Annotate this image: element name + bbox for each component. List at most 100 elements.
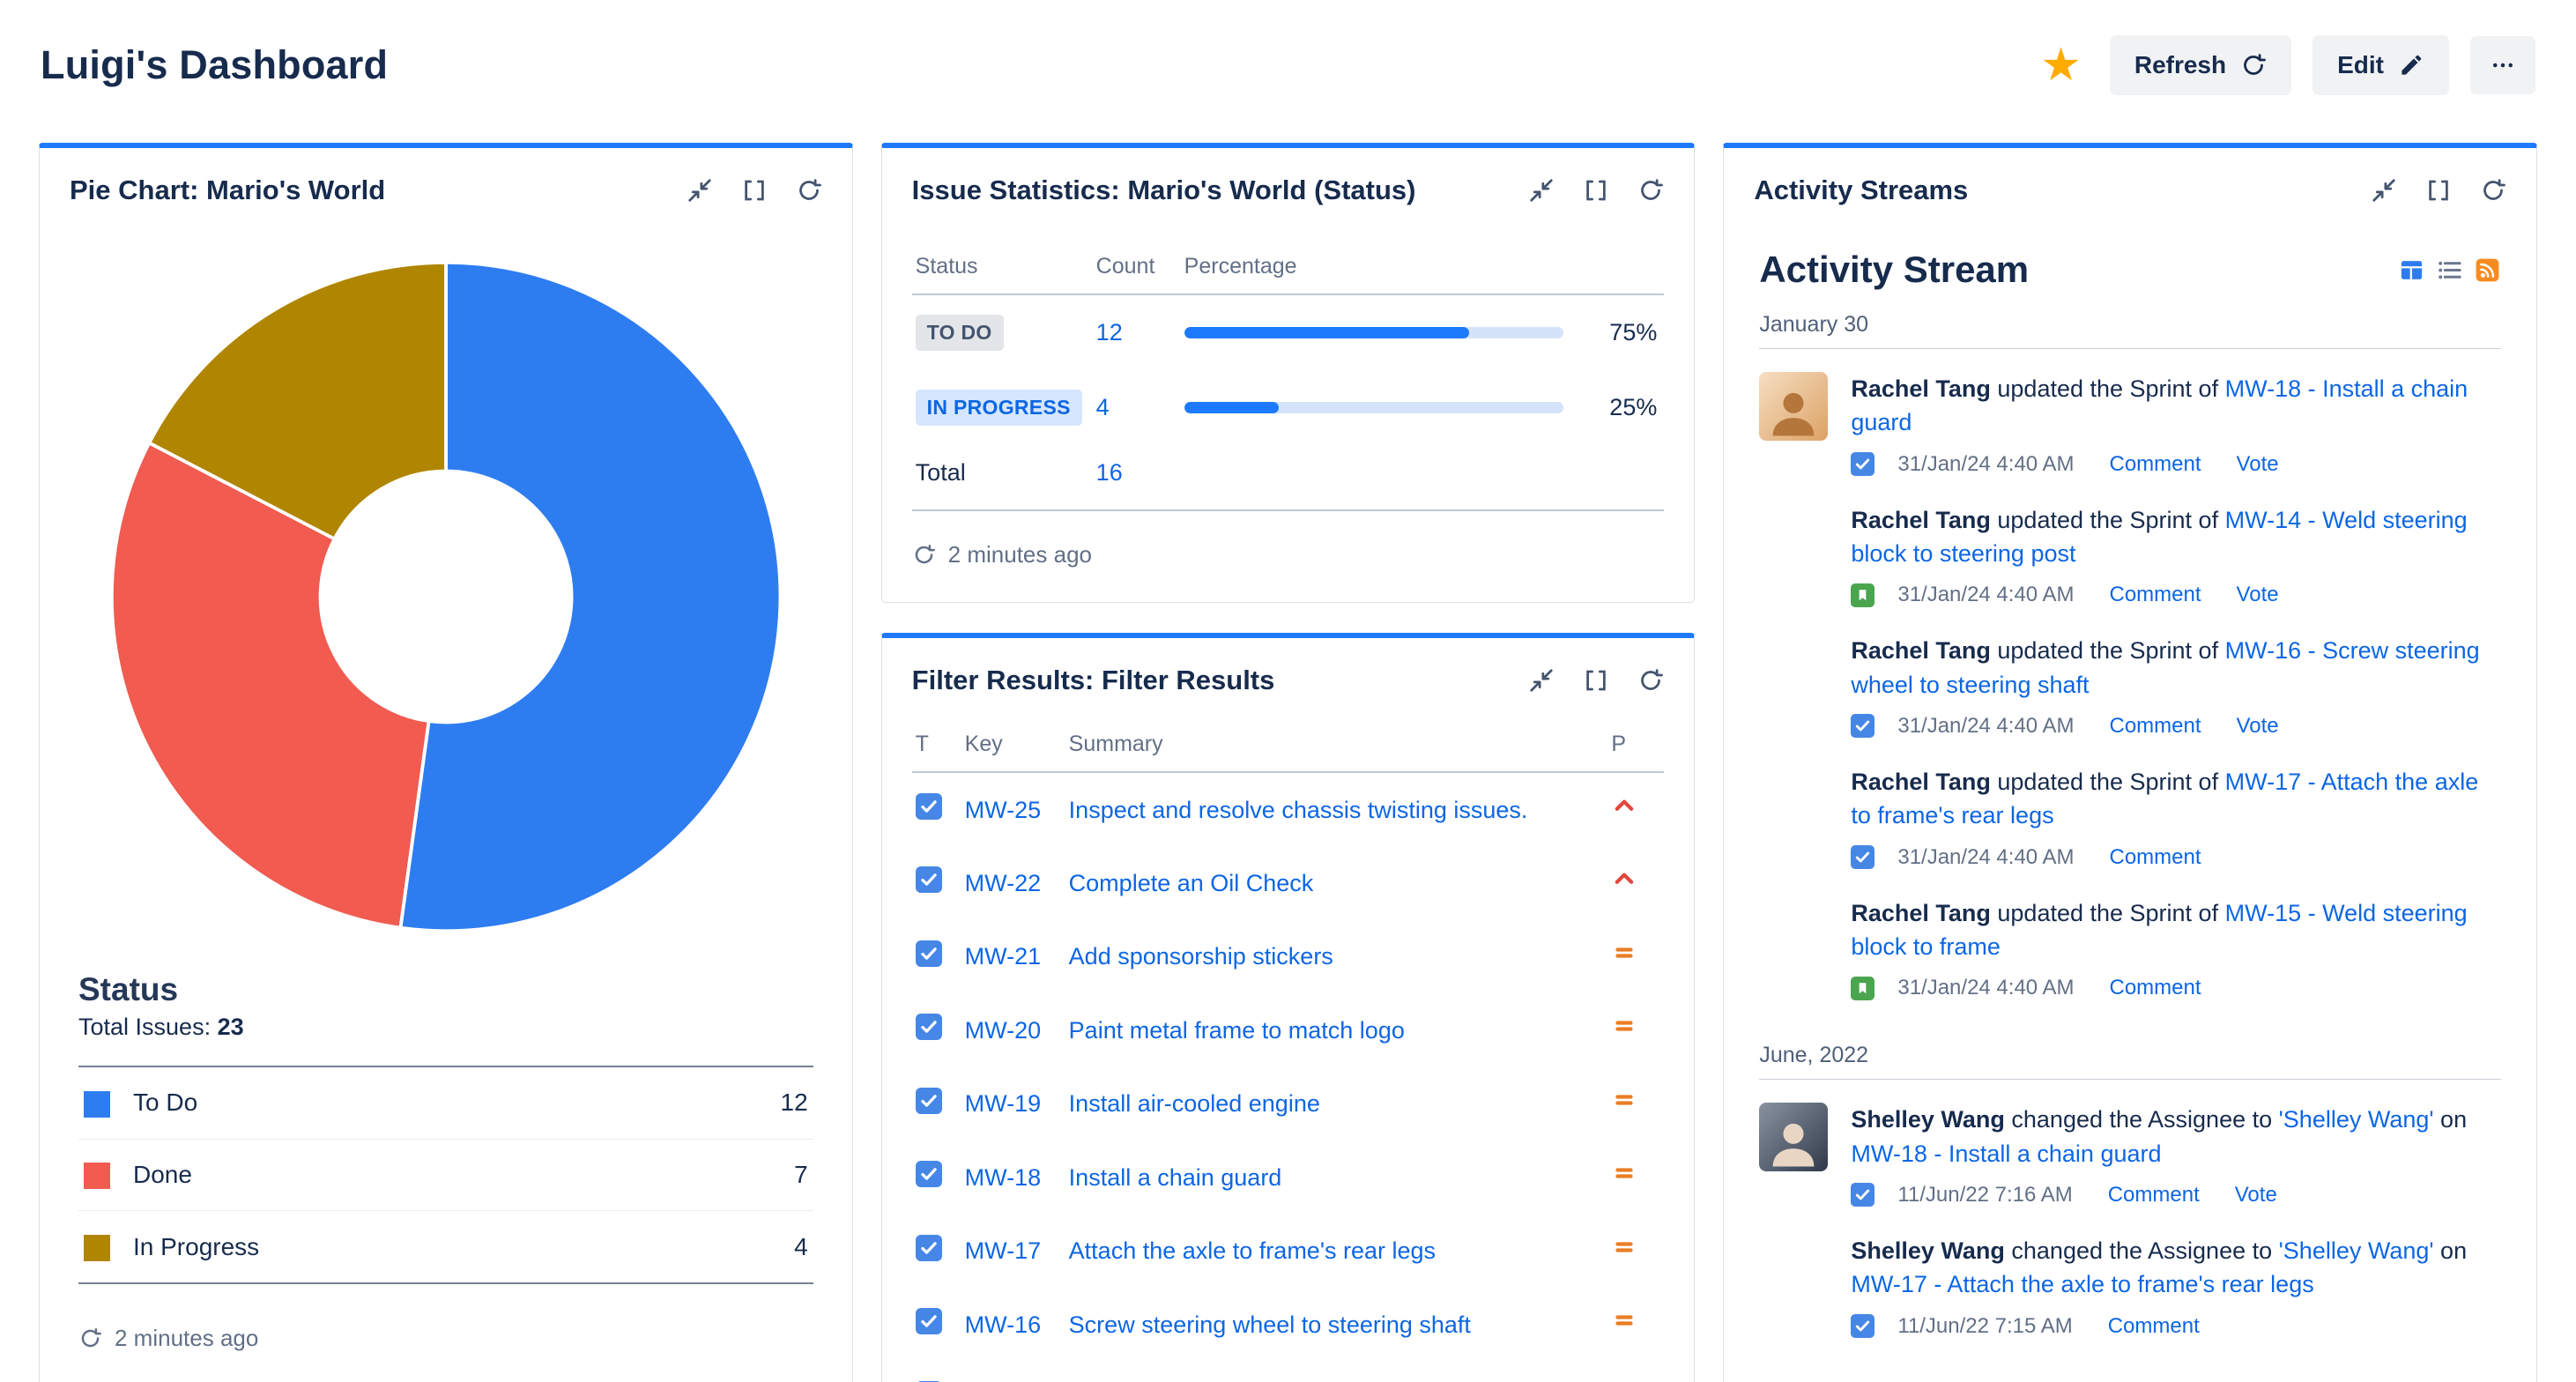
vote-link[interactable]: Vote [2234, 1182, 2277, 1207]
refresh-icon[interactable] [796, 177, 822, 204]
issue-link[interactable]: MW-18 - Install a chain guard [1851, 1140, 2162, 1167]
issue-summary-link[interactable]: Screw steering wheel to steering shaft [1068, 1311, 1471, 1338]
gadget-title: Filter Results: Filter Results [911, 665, 1275, 695]
comment-link[interactable]: Comment [2109, 713, 2201, 738]
refresh-icon[interactable] [78, 1326, 102, 1350]
refresh-icon[interactable] [912, 543, 936, 567]
issue-key-link[interactable]: MW-17 [964, 1237, 1042, 1265]
user-link[interactable]: Shelley Wang [1851, 1237, 2005, 1264]
donut-segment-done[interactable] [109, 441, 431, 930]
comment-link[interactable]: Comment [2109, 583, 2201, 607]
timestamp: 31/Jan/24 4:40 AM [1897, 451, 2075, 476]
rss-icon[interactable] [2474, 256, 2501, 284]
edit-button[interactable]: Edit [2312, 35, 2449, 95]
user-link[interactable]: Rachel Tang [1851, 637, 1991, 665]
user-link[interactable]: Rachel Tang [1851, 768, 1991, 795]
assignee-link[interactable]: 'Shelley Wang' [2278, 1106, 2434, 1133]
expand-icon[interactable] [741, 177, 768, 204]
more-button[interactable] [2470, 36, 2535, 94]
issue-key-link[interactable]: MW-22 [964, 869, 1042, 896]
list-view-icon[interactable] [2436, 256, 2463, 284]
issue-summary-link[interactable]: Complete an Oil Check [1068, 869, 1314, 896]
vote-link[interactable]: Vote [2236, 583, 2279, 607]
avatar[interactable] [1759, 372, 1829, 441]
issue-summary-link[interactable]: Install air-cooled engine [1068, 1090, 1320, 1118]
activity-entry: Rachel Tang updated the Sprint of MW-16 … [1759, 634, 2501, 739]
legend-row[interactable]: To Do 12 [78, 1066, 813, 1139]
issue-statistics-gadget: Issue Statistics: Mario's World (Status)… [880, 143, 1696, 603]
collapse-icon[interactable] [1528, 177, 1555, 204]
expand-icon[interactable] [2425, 177, 2452, 204]
legend-value: 7 [664, 1138, 813, 1211]
refresh-icon[interactable] [2480, 177, 2506, 204]
user-link[interactable]: Rachel Tang [1851, 375, 1991, 402]
issue-link[interactable]: MW-15 - Weld steering block to frame [1851, 899, 2468, 960]
issue-key-link[interactable]: MW-18 [964, 1163, 1042, 1191]
expand-icon[interactable] [1583, 177, 1609, 204]
count-link[interactable]: 12 [1095, 319, 1123, 346]
gadget-controls [687, 177, 822, 204]
issue-link[interactable]: MW-16 - Screw steering wheel to steering… [1851, 637, 2480, 698]
ellipsis-icon [2490, 52, 2516, 78]
col-header-summary: Summary [1065, 721, 1608, 773]
legend-swatch-in-progress [84, 1234, 110, 1261]
issue-key-link[interactable]: MW-20 [964, 1016, 1042, 1044]
legend-row[interactable]: In Progress 4 [78, 1210, 813, 1283]
issue-link[interactable]: MW-17 - Attach the axle to frame's rear … [1851, 1271, 2314, 1298]
percent-label: 75% [1609, 319, 1658, 346]
activity-entry: Rachel Tang updated the Sprint of MW-14 … [1759, 503, 2501, 608]
refresh-button[interactable]: Refresh [2109, 35, 2292, 95]
comment-link[interactable]: Comment [2107, 1182, 2200, 1207]
task-icon [915, 1014, 942, 1041]
comment-link[interactable]: Comment [2109, 844, 2201, 869]
filter-row: MW-25 Inspect and resolve chassis twisti… [912, 772, 1665, 846]
donut-segment-in-progress[interactable] [147, 260, 448, 541]
issue-link[interactable]: MW-18 - Install a chain guard [1851, 375, 2468, 436]
issue-link[interactable]: MW-14 - Weld steering block to steering … [1851, 506, 2468, 567]
issue-link[interactable]: MW-17 - Attach the axle to frame's rear … [1851, 768, 2479, 829]
filter-row: MW-19 Install air-cooled engine [912, 1067, 1665, 1141]
comment-link[interactable]: Comment [2109, 976, 2201, 1000]
issue-summary-link[interactable]: Add sponsorship stickers [1068, 943, 1333, 970]
activity-meta: 31/Jan/24 4:40 AM Comment [1851, 845, 2501, 870]
expand-icon[interactable] [1583, 667, 1609, 694]
issue-key-link[interactable]: MW-16 [964, 1311, 1042, 1338]
assignee-link[interactable]: 'Shelley Wang' [2278, 1237, 2434, 1264]
column-right: Activity Streams Activity Stream [1723, 143, 2538, 1382]
favorite-star-icon[interactable]: ★ [2040, 39, 2082, 92]
collapse-icon[interactable] [1528, 667, 1555, 694]
priority-medium-icon [1611, 940, 1637, 966]
user-link[interactable]: Shelley Wang [1851, 1106, 2005, 1133]
donut-segment-to-do[interactable] [398, 260, 783, 933]
count-link[interactable]: 4 [1095, 394, 1110, 420]
user-link[interactable]: Rachel Tang [1851, 899, 1991, 926]
vote-link[interactable]: Vote [2236, 451, 2279, 476]
issue-summary-link[interactable]: Inspect and resolve chassis twisting iss… [1068, 796, 1528, 823]
issue-summary-link[interactable]: Install a chain guard [1068, 1163, 1282, 1191]
issue-summary-link[interactable]: Attach the axle to frame's rear legs [1068, 1237, 1436, 1265]
table-view-icon[interactable] [2398, 256, 2425, 284]
action-text: changed the Assignee to [2004, 1237, 2279, 1264]
issue-key-link[interactable]: MW-19 [964, 1090, 1042, 1118]
issue-summary-link[interactable]: Paint metal frame to match logo [1068, 1016, 1405, 1044]
total-count-link[interactable]: 16 [1095, 459, 1123, 486]
vote-link[interactable]: Vote [2236, 713, 2279, 738]
comment-link[interactable]: Comment [2109, 451, 2201, 476]
legend-row[interactable]: Done 7 [78, 1138, 813, 1211]
task-icon [1851, 1183, 1875, 1207]
activity-text: Shelley Wang changed the Assignee to 'Sh… [1851, 1103, 2501, 1170]
collapse-icon[interactable] [2371, 177, 2397, 204]
refresh-icon[interactable] [1637, 177, 1664, 204]
avatar[interactable] [1759, 1103, 1829, 1172]
user-link[interactable]: Rachel Tang [1851, 506, 1991, 533]
priority-medium-icon [1611, 1160, 1637, 1186]
activity-meta: 31/Jan/24 4:40 AM Comment Vote [1851, 583, 2501, 607]
issue-key-link[interactable]: MW-25 [964, 796, 1042, 823]
collapse-icon[interactable] [687, 177, 713, 204]
action-text: updated the Sprint of [1990, 637, 2225, 665]
comment-link[interactable]: Comment [2107, 1313, 2200, 1338]
issue-key-link[interactable]: MW-21 [964, 943, 1042, 970]
activity-entry: Shelley Wang changed the Assignee to 'Sh… [1759, 1103, 2501, 1207]
refresh-icon[interactable] [1637, 667, 1664, 694]
action-text: updated the Sprint of [1990, 506, 2225, 533]
